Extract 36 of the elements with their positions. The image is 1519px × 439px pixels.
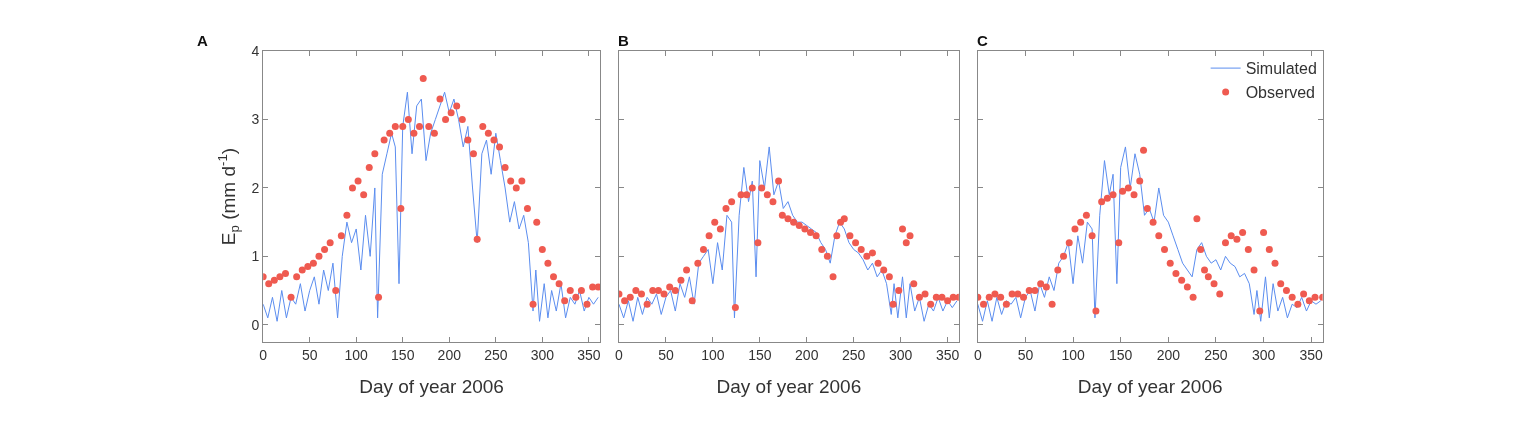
x-axis-title: Day of year 2006 [716,376,862,398]
x-tick-label: 0 [615,346,624,363]
x-tick-label: 150 [748,346,772,363]
x-tick-label: 150 [391,346,415,363]
chart-title: B [618,32,629,49]
y-tick-label: 3 [251,111,260,128]
x-tick-label: 350 [935,346,960,363]
x-axis-title: Day of year 2006 [1077,376,1223,398]
chart-title: C [977,32,988,49]
x-tick-label: 300 [888,346,913,363]
legend-label: Simulated [1245,60,1317,78]
x-tick-label: 300 [1251,346,1276,363]
legend-label: Observed [1245,84,1316,102]
x-tick-label: 0 [973,346,982,363]
x-tick-label: 200 [795,346,819,363]
x-tick-label: 350 [577,346,601,363]
y-tick-label: 1 [251,248,260,265]
y-tick-label: 4 [251,43,260,60]
x-tick-label: 250 [1204,346,1228,363]
y-tick-label: 0 [251,316,260,333]
x-tick-label: 100 [701,346,725,363]
x-tick-label: 150 [1109,346,1133,363]
x-tick-label: 300 [530,346,555,363]
x-tick-label: 200 [437,346,462,363]
x-tick-label: 250 [842,346,866,363]
x-tick-label: 200 [1156,346,1181,363]
chart-title: A [197,32,208,49]
x-tick-label: 50 [1017,346,1034,363]
x-tick-label: 50 [301,346,318,363]
x-tick-label: 100 [1061,346,1085,363]
x-tick-label: 50 [658,346,674,363]
x-tick-label: 350 [1299,346,1324,363]
y-tick-label: 2 [251,179,260,196]
x-tick-label: 250 [484,346,508,363]
x-axis-title: Day of year 2006 [359,376,504,398]
x-tick-label: 100 [344,346,369,363]
